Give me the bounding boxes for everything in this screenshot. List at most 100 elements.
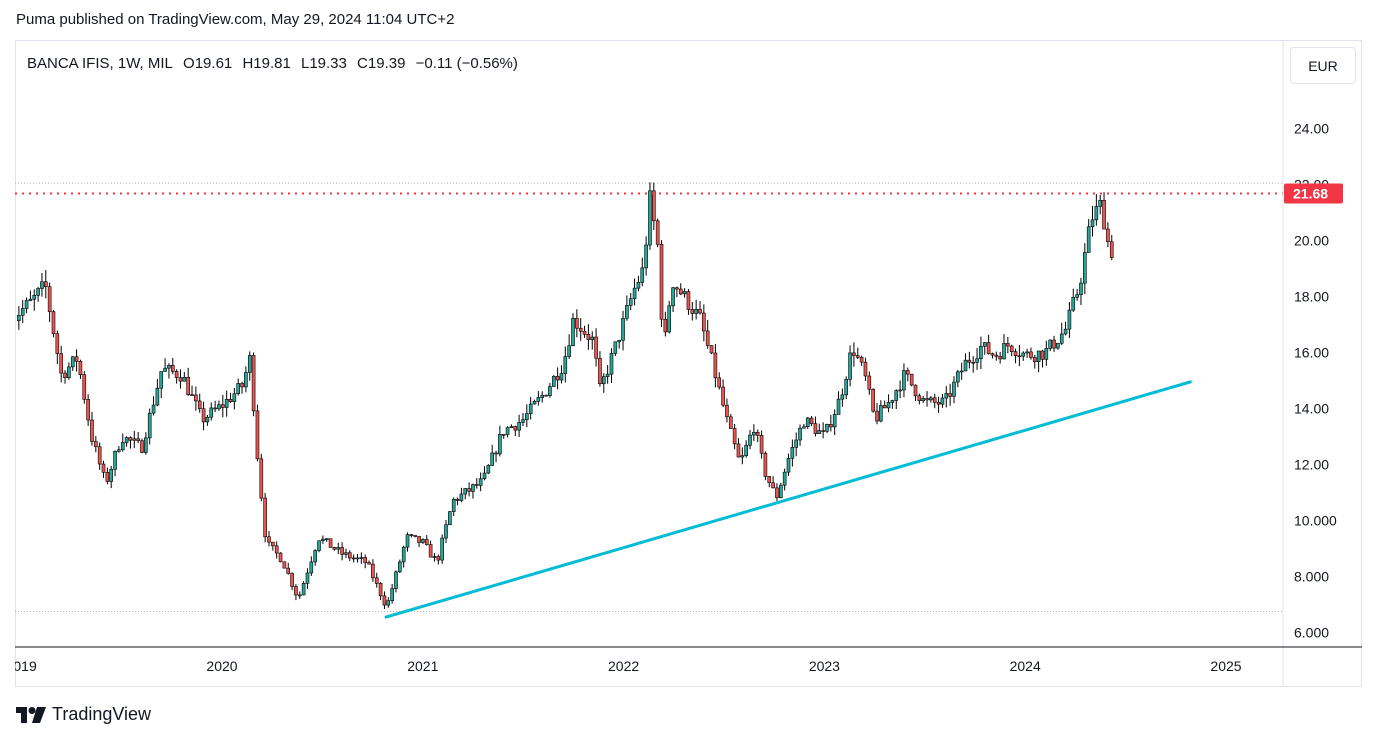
candle bbox=[852, 342, 856, 367]
candle bbox=[609, 348, 614, 383]
candle bbox=[994, 351, 999, 361]
candle bbox=[563, 346, 568, 383]
time-tick-label: 2022 bbox=[608, 658, 639, 674]
candle bbox=[1102, 192, 1106, 230]
time-axis: 2019 2020 2021 2022 2023 2024 2025 bbox=[6, 658, 1242, 674]
candle bbox=[1086, 219, 1091, 253]
trendline[interactable] bbox=[384, 380, 1192, 619]
candle bbox=[540, 391, 545, 403]
candle bbox=[952, 376, 956, 404]
candle bbox=[886, 394, 891, 413]
price-tick-label: 14.00 bbox=[1294, 401, 1329, 417]
candle bbox=[578, 318, 583, 341]
candle bbox=[509, 424, 514, 429]
candle bbox=[205, 414, 210, 426]
candle bbox=[1048, 339, 1052, 352]
range-lines bbox=[15, 182, 1283, 612]
price-tick-label: 12.00 bbox=[1294, 457, 1329, 473]
time-tick-label: 2021 bbox=[407, 658, 438, 674]
candle bbox=[936, 396, 941, 413]
candle bbox=[147, 408, 152, 445]
candle bbox=[201, 401, 206, 431]
candle bbox=[28, 290, 33, 302]
candle bbox=[682, 288, 687, 298]
candle bbox=[151, 396, 156, 416]
candle bbox=[917, 393, 922, 405]
price-axis: 24.0022.0020.0018.0016.0014.0012.0010.00… bbox=[1294, 121, 1337, 641]
candle bbox=[786, 453, 791, 476]
candle bbox=[1094, 194, 1099, 226]
candle bbox=[598, 351, 602, 387]
candle bbox=[863, 357, 868, 381]
candle bbox=[78, 359, 83, 379]
footer-brand-text: TradingView bbox=[52, 704, 152, 724]
candle bbox=[321, 535, 325, 544]
candle bbox=[905, 367, 910, 382]
candle bbox=[359, 552, 364, 564]
candle bbox=[421, 538, 425, 544]
candle bbox=[521, 413, 525, 427]
footer-brand[interactable]: TradingView bbox=[16, 704, 151, 725]
candle bbox=[744, 440, 748, 458]
candle bbox=[1044, 340, 1049, 366]
candle bbox=[155, 378, 160, 407]
candle bbox=[94, 436, 98, 453]
candle bbox=[159, 371, 164, 398]
candle bbox=[752, 424, 756, 442]
candle bbox=[771, 476, 775, 489]
candle bbox=[944, 386, 949, 408]
candle bbox=[559, 365, 564, 384]
candle bbox=[721, 379, 725, 407]
candle bbox=[451, 497, 456, 517]
candle bbox=[1040, 349, 1045, 368]
candle bbox=[586, 324, 591, 350]
time-tick-label: 2019 bbox=[6, 658, 37, 674]
candle bbox=[636, 275, 641, 292]
candle bbox=[1029, 347, 1033, 360]
candle bbox=[555, 367, 560, 390]
candle bbox=[825, 423, 829, 433]
candle bbox=[544, 394, 548, 397]
candle bbox=[1098, 194, 1103, 215]
candle bbox=[251, 352, 256, 417]
candle bbox=[859, 355, 864, 366]
candle bbox=[436, 554, 441, 565]
candle bbox=[871, 388, 875, 413]
candle bbox=[113, 450, 117, 477]
candle bbox=[444, 519, 448, 544]
candle bbox=[1032, 355, 1037, 369]
candle bbox=[117, 446, 121, 453]
candle bbox=[652, 182, 656, 231]
candle bbox=[255, 404, 260, 462]
candle bbox=[882, 400, 887, 409]
candle bbox=[43, 270, 48, 299]
candle bbox=[909, 373, 914, 387]
candle bbox=[20, 300, 25, 324]
candle bbox=[97, 442, 102, 470]
candle bbox=[70, 356, 75, 371]
candle bbox=[1013, 348, 1018, 364]
candle bbox=[748, 429, 752, 450]
candle bbox=[367, 560, 371, 565]
candle bbox=[940, 393, 945, 408]
candle bbox=[879, 400, 883, 423]
candle bbox=[344, 548, 348, 558]
candle bbox=[363, 554, 367, 569]
currency-button[interactable]: EUR bbox=[1290, 47, 1356, 84]
candle bbox=[829, 414, 833, 432]
candle bbox=[675, 286, 679, 298]
candle bbox=[702, 304, 706, 342]
candle bbox=[998, 351, 1002, 364]
candle bbox=[244, 366, 248, 393]
candle bbox=[494, 450, 498, 463]
candle bbox=[575, 309, 579, 338]
candle bbox=[297, 591, 302, 599]
candle bbox=[336, 542, 341, 554]
candle bbox=[55, 330, 60, 365]
candle bbox=[802, 423, 806, 429]
candle bbox=[186, 367, 190, 396]
candle bbox=[440, 534, 444, 564]
candle bbox=[459, 487, 464, 503]
candle bbox=[763, 451, 768, 481]
